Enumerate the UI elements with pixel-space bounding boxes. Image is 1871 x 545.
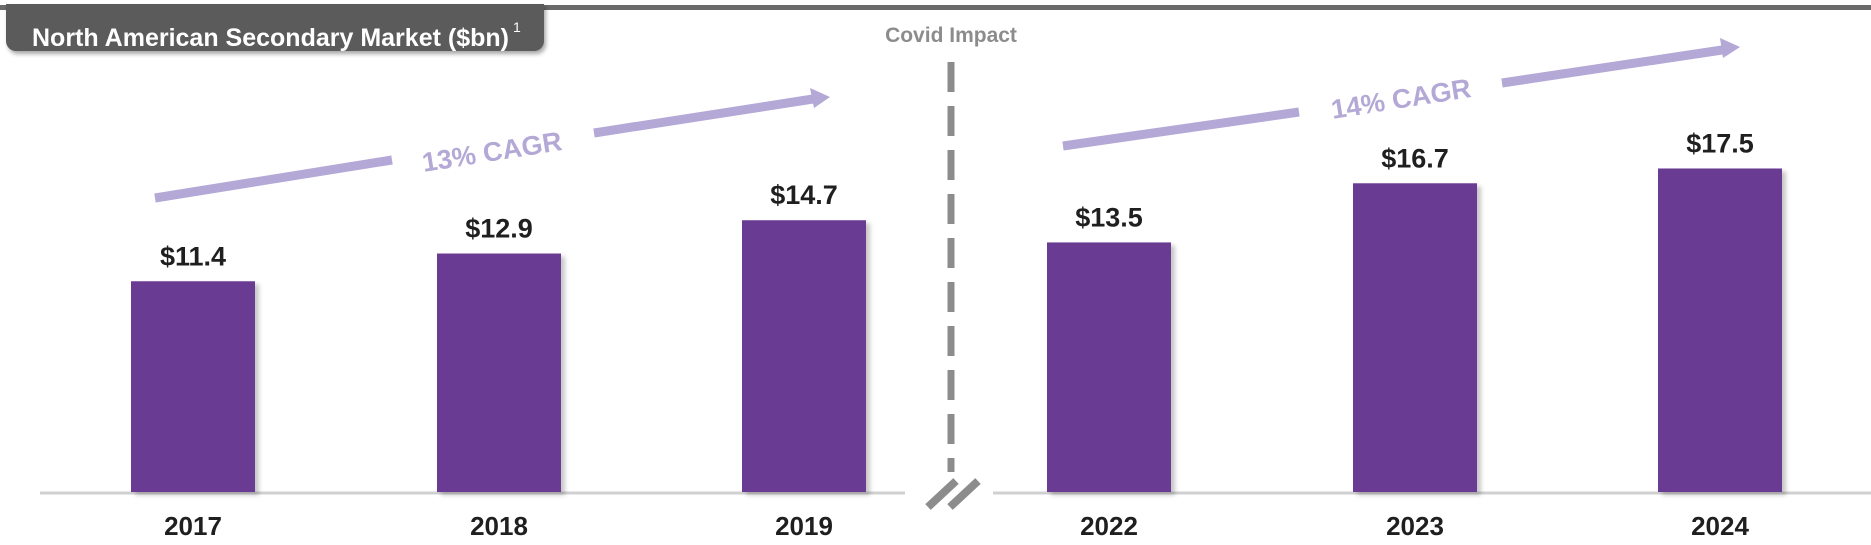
x-tick-label: 2023 [1386, 511, 1444, 541]
covid-impact-label: Covid Impact [885, 24, 1017, 47]
cagr-arrow-left-seg1 [154, 155, 393, 203]
cagr-label-right: 14% CAGR [1329, 73, 1473, 125]
bar-2019 [742, 220, 866, 492]
bar-value-label: $12.9 [465, 214, 533, 244]
bar-2022 [1047, 242, 1171, 492]
cagr-arrow-left [154, 88, 830, 203]
bar-2018 [437, 253, 561, 492]
cagr-arrow-right-seg2 [1501, 45, 1723, 88]
x-tick-label: 2024 [1691, 511, 1749, 541]
cagr-label-left: 13% CAGR [420, 126, 564, 178]
bars-layer: $11.4 2017 $12.9 2018 $14.7 2019 $13.5 2022 $16.… [131, 128, 1782, 541]
axis-break-mark [925, 478, 959, 510]
cagr-arrow-right-seg1 [1062, 107, 1300, 151]
bar-2024 [1658, 168, 1782, 492]
cagr-arrow-left-seg2 [593, 94, 814, 138]
bar-value-label: $13.5 [1075, 202, 1143, 232]
x-tick-label: 2018 [470, 511, 528, 541]
bar-2017 [131, 281, 255, 492]
x-tick-label: 2017 [164, 511, 222, 541]
top-rule [0, 5, 1871, 10]
cagr-arrow-left-head [810, 88, 830, 108]
chart-title-badge: North American Secondary Market ($bn) 1 [6, 4, 544, 52]
bar-value-label: $14.7 [770, 180, 838, 210]
cagr-arrow-right-head [1720, 38, 1740, 58]
cagr-arrow-right [1062, 38, 1740, 151]
bar-value-label: $17.5 [1686, 128, 1754, 158]
chart-title: North American Secondary Market ($bn) [32, 24, 509, 52]
bar-2023 [1353, 183, 1477, 492]
bar-value-label: $16.7 [1381, 143, 1449, 173]
axis-break-mark [947, 478, 981, 510]
x-tick-label: 2019 [775, 511, 833, 541]
bar-value-label: $11.4 [160, 241, 226, 271]
x-tick-label: 2022 [1080, 511, 1138, 541]
title-footnote: 1 [512, 19, 521, 35]
